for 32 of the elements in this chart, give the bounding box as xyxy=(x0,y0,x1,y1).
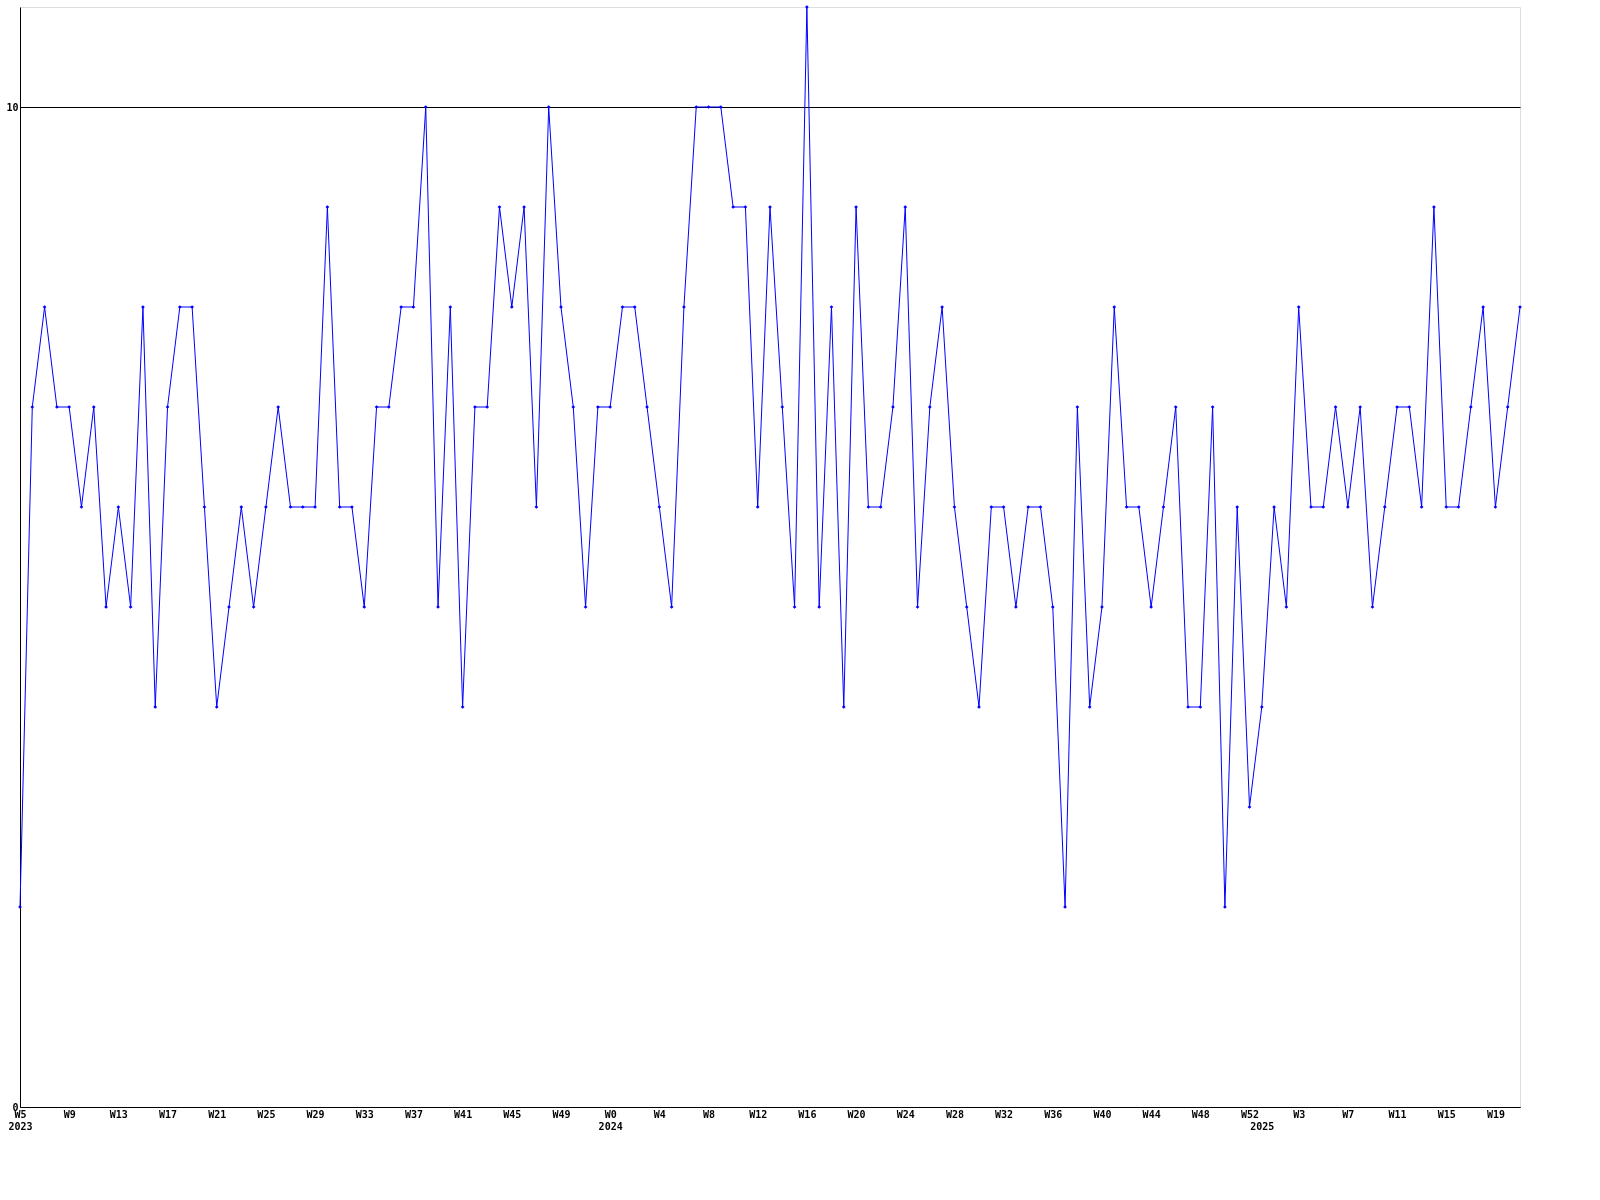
x-tick-label: W20 xyxy=(847,1108,866,1120)
x-tick-label: W48 xyxy=(1191,1108,1210,1120)
x-tick-label: W45 xyxy=(503,1108,522,1120)
x-tick-label: 2025 xyxy=(1250,1120,1275,1132)
x-tick-label: W15 xyxy=(1437,1108,1456,1120)
x-tick-label: W40 xyxy=(1093,1108,1112,1120)
x-tick-label: W17 xyxy=(159,1108,178,1120)
x-tick-label: W9 xyxy=(63,1108,76,1120)
x-tick-label: W25 xyxy=(257,1108,276,1120)
x-tick-label: W8 xyxy=(703,1108,716,1120)
x-tick-label: W21 xyxy=(208,1108,227,1120)
x-tick-label: W13 xyxy=(109,1108,128,1120)
x-tick-label: W41 xyxy=(454,1108,473,1120)
x-tick-label: W44 xyxy=(1142,1108,1161,1120)
x-tick-label: W16 xyxy=(798,1108,817,1120)
x-tick-label: W11 xyxy=(1388,1108,1407,1120)
x-tick-label: W19 xyxy=(1486,1108,1505,1120)
x-tick-label: W36 xyxy=(1044,1108,1063,1120)
x-tick-label: W37 xyxy=(404,1108,423,1120)
x-tick-label: W7 xyxy=(1342,1108,1355,1120)
x-tick-label: W33 xyxy=(355,1108,374,1120)
x-tick-label: W29 xyxy=(306,1108,325,1120)
x-tick-label: W0 2024 xyxy=(598,1108,623,1132)
x-tick-label: W4 xyxy=(653,1108,666,1120)
y-tick-label: 10 xyxy=(6,101,19,113)
x-tick-label: W28 xyxy=(945,1108,964,1120)
x-tick-label: W3 xyxy=(1293,1108,1306,1120)
x-tick-label: W12 xyxy=(749,1108,768,1120)
x-tick-label: W24 xyxy=(896,1108,915,1120)
x-tick-label: W49 xyxy=(552,1108,571,1120)
x-tick-label: W32 xyxy=(995,1108,1014,1120)
x-tick-label: W52 xyxy=(1240,1108,1260,1120)
